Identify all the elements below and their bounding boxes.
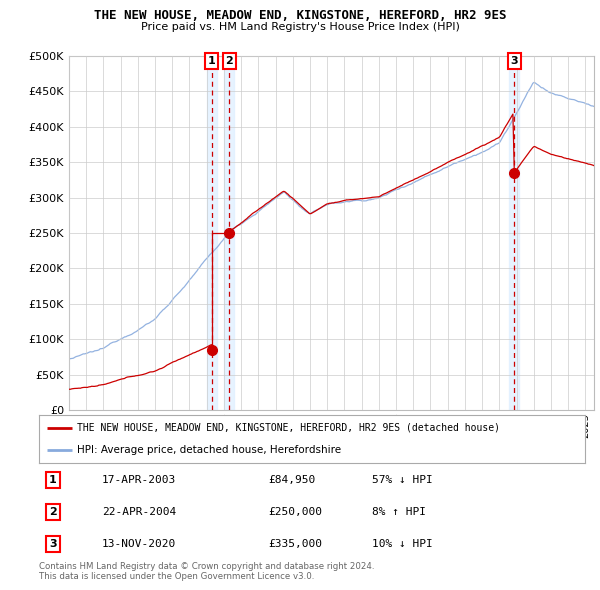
Text: 8% ↑ HPI: 8% ↑ HPI <box>372 507 426 517</box>
Bar <box>509 56 520 410</box>
Text: 3: 3 <box>511 56 518 66</box>
Text: 1: 1 <box>208 56 215 66</box>
Bar <box>206 56 217 410</box>
Text: 10% ↓ HPI: 10% ↓ HPI <box>372 539 433 549</box>
Text: £84,950: £84,950 <box>268 475 316 485</box>
Text: 1: 1 <box>49 475 56 485</box>
Text: £335,000: £335,000 <box>268 539 322 549</box>
Text: 3: 3 <box>49 539 56 549</box>
Bar <box>224 56 235 410</box>
Text: 57% ↓ HPI: 57% ↓ HPI <box>372 475 433 485</box>
Text: £250,000: £250,000 <box>268 507 322 517</box>
Text: Contains HM Land Registry data © Crown copyright and database right 2024.
This d: Contains HM Land Registry data © Crown c… <box>39 562 374 581</box>
Text: 13-NOV-2020: 13-NOV-2020 <box>102 539 176 549</box>
Text: THE NEW HOUSE, MEADOW END, KINGSTONE, HEREFORD, HR2 9ES: THE NEW HOUSE, MEADOW END, KINGSTONE, HE… <box>94 9 506 22</box>
Text: 17-APR-2003: 17-APR-2003 <box>102 475 176 485</box>
Text: 2: 2 <box>226 56 233 66</box>
Text: HPI: Average price, detached house, Herefordshire: HPI: Average price, detached house, Here… <box>77 445 341 455</box>
Text: 2: 2 <box>49 507 56 517</box>
Text: THE NEW HOUSE, MEADOW END, KINGSTONE, HEREFORD, HR2 9ES (detached house): THE NEW HOUSE, MEADOW END, KINGSTONE, HE… <box>77 423 500 433</box>
Text: 22-APR-2004: 22-APR-2004 <box>102 507 176 517</box>
Text: Price paid vs. HM Land Registry's House Price Index (HPI): Price paid vs. HM Land Registry's House … <box>140 22 460 32</box>
